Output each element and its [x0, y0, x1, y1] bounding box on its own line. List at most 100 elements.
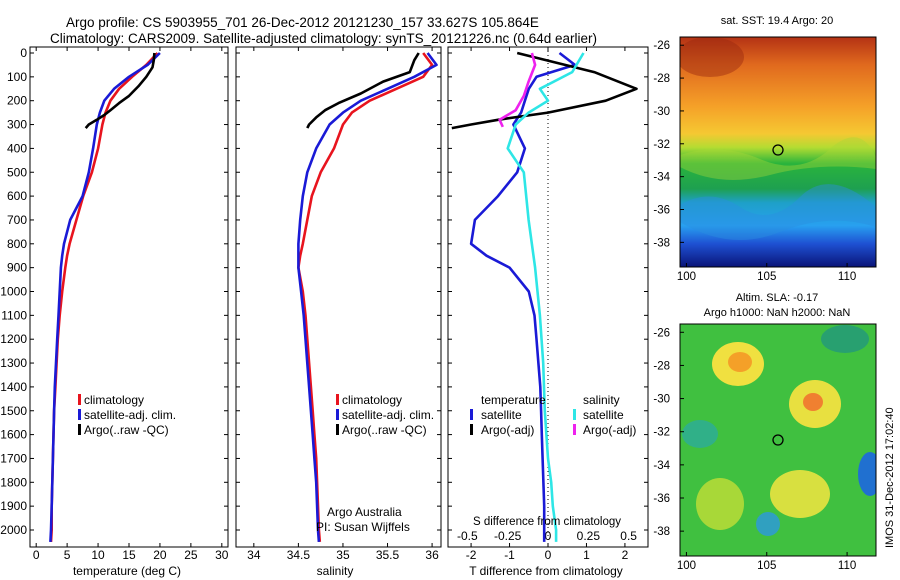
depth-tick-label: 1100 — [1, 308, 27, 322]
series-line-argo-raw-qc — [306, 52, 420, 129]
sla-low-patch — [858, 452, 876, 496]
series-line-argo-raw-qc — [84, 52, 156, 129]
sla-mid-patch — [696, 478, 744, 530]
sst-map-title: sat. SST: 19.4 Argo: 20 — [721, 15, 834, 27]
salinity-panel-frame — [235, 46, 442, 548]
legend-satellite-swatch — [78, 409, 81, 420]
depth-tick-label: 300 — [7, 118, 27, 132]
legend-t-satellite-label: satellite — [481, 408, 522, 422]
depth-tick-label: 1200 — [0, 332, 27, 346]
top-x-tick-label: -0.25 — [494, 529, 522, 543]
depth-tick-label: 1800 — [0, 475, 27, 489]
map-x-tick-label: 105 — [757, 271, 776, 283]
sst-front — [680, 137, 876, 180]
depth-tick-label: 700 — [7, 213, 27, 227]
sst-map-frame — [679, 36, 877, 268]
map-y-tick-label: -26 — [653, 327, 670, 339]
sla-low-patch — [821, 325, 869, 353]
depth-tick-label: 1300 — [0, 356, 27, 370]
depth-tick-label: 800 — [7, 237, 27, 251]
pi-note: PI: Susan Wijffels — [316, 520, 410, 534]
sla-map-subtitle: Argo h1000: NaN h2000: NaN — [704, 307, 851, 319]
x-tick-label: 20 — [153, 548, 167, 562]
depth-tick-label: 1400 — [0, 380, 27, 394]
x-tick-label: 25 — [184, 548, 198, 562]
x-tick-label: 0 — [33, 548, 40, 562]
x-tick-label: 15 — [122, 548, 136, 562]
x-tick-label: 36 — [425, 548, 439, 562]
series-line-temperature-argo-adj — [451, 51, 638, 130]
map-y-tick-label: -30 — [653, 394, 670, 406]
top-x-tick-label: 0.5 — [620, 529, 637, 543]
map-y-tick-label: -28 — [653, 73, 670, 85]
sla-map-title: Altim. SLA: -0.17 — [736, 292, 819, 304]
depth-tick-label: 600 — [7, 189, 27, 203]
argo-australia-note: Argo Australia — [327, 505, 402, 519]
x-tick-label: 35 — [336, 548, 350, 562]
top-x-tick-label: -0.5 — [457, 529, 478, 543]
depth-tick-label: 400 — [7, 141, 27, 155]
x-tick-label: 35.5 — [376, 548, 400, 562]
legend-s-satellite-label: satellite — [583, 408, 624, 422]
series-line-climatology — [49, 52, 159, 542]
legend-argo-swatch — [78, 424, 81, 435]
depth-tick-label: 900 — [7, 261, 27, 275]
legend-t-argo-swatch — [470, 424, 473, 435]
map-y-tick-label: -32 — [653, 427, 670, 439]
depth-tick-label: 2000 — [0, 523, 27, 537]
depth-tick-label: 1000 — [0, 285, 27, 299]
map-y-tick-label: -34 — [653, 460, 670, 472]
header-line-1: Argo profile: CS 5903955_701 26-Dec-2012… — [66, 15, 539, 30]
legend-salinity-title: salinity — [583, 393, 620, 407]
depth-tick-label: 100 — [7, 70, 27, 84]
legend-temperature-title: temperature — [481, 393, 546, 407]
salinity-legend: climatology satellite-adj. clim. Argo(..… — [336, 393, 434, 437]
x-tick-label: 10 — [91, 548, 105, 562]
map-y-tick-label: -36 — [653, 205, 670, 217]
sla-low-patch — [756, 512, 780, 536]
x-tick-label: 0 — [545, 548, 552, 562]
sla-high-core — [728, 352, 752, 372]
legend-satellite-swatch — [336, 409, 339, 420]
x-tick-label: 34 — [247, 548, 261, 562]
header-line-2: Climatology: CARS2009. Satellite-adjuste… — [50, 31, 597, 46]
map-y-tick-label: -34 — [653, 172, 670, 184]
map-x-tick-label: 100 — [677, 560, 696, 572]
sst-field — [680, 37, 876, 267]
temperature-legend: climatology satellite-adj. clim. Argo(..… — [78, 393, 176, 437]
sla-high-core — [803, 393, 823, 411]
x-tick-label: 30 — [215, 548, 229, 562]
map-y-tick-label: -32 — [653, 139, 670, 151]
legend-climatology-swatch — [78, 394, 81, 405]
map-x-tick-label: 105 — [757, 560, 776, 572]
series-line-satellite-adj-clim — [49, 52, 161, 542]
series-line-salinity-satellite — [506, 52, 585, 542]
map-x-tick-label: 110 — [838, 271, 856, 283]
legend-climatology-swatch — [336, 394, 339, 405]
sla-high-patch — [770, 470, 830, 518]
sla-map — [680, 324, 876, 556]
depth-tick-label: 0 — [20, 46, 27, 60]
legend-s-argo-swatch — [573, 424, 576, 435]
x-tick-label: 5 — [64, 548, 71, 562]
map-y-tick-label: -30 — [653, 106, 670, 118]
profile-plots — [49, 47, 638, 547]
legend-argo-label: Argo(..raw -QC) — [84, 423, 169, 437]
difference-top-xlabel: S difference from climatology — [473, 516, 621, 528]
sst-warm-patch — [680, 37, 744, 77]
salinity-xlabel: salinity — [317, 564, 354, 578]
map-y-tick-label: -38 — [653, 237, 670, 249]
legend-t-satellite-swatch — [470, 409, 473, 420]
sst-cold-patch — [680, 184, 876, 240]
series-line-satellite-adj-clim — [297, 52, 438, 542]
legend-climatology-label: climatology — [342, 393, 402, 407]
x-tick-label: 2 — [622, 548, 629, 562]
depth-tick-label: 500 — [7, 165, 27, 179]
depth-tick-label: 1900 — [0, 499, 27, 513]
legend-satellite-label: satellite-adj. clim. — [84, 408, 176, 422]
difference-xlabel: T difference from climatology — [469, 564, 623, 578]
sla-map-axis: -26 -28 -30 -32 -34 -36 -38 100 105 110 — [653, 327, 856, 572]
legend-t-argo-label: Argo(-adj) — [481, 423, 534, 437]
temperature-xlabel: temperature (deg C) — [73, 564, 181, 578]
map-y-tick-label: -28 — [653, 360, 670, 372]
